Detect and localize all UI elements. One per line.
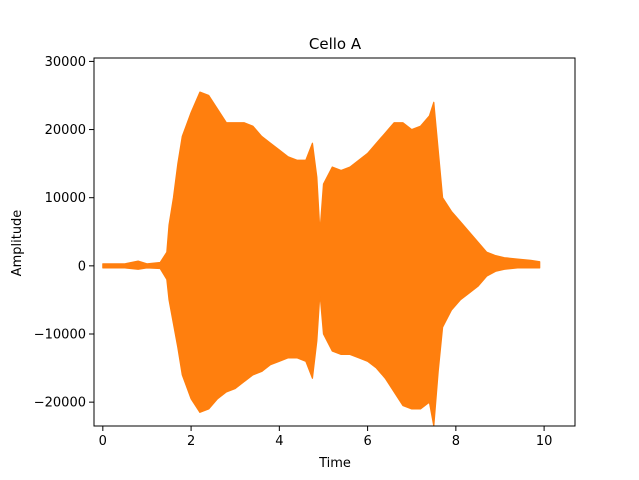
x-tick-label: 0 [99,434,107,449]
chart-title: Cello A [309,35,362,53]
x-tick-label: 8 [452,434,460,449]
y-tick-label: 10000 [45,191,86,206]
y-tick-label: 0 [78,259,86,274]
x-tick-label: 10 [536,434,553,449]
y-tick-label: −10000 [34,328,86,343]
y-tick-label: 30000 [45,55,86,70]
y-tick-label: 20000 [45,123,86,138]
y-tick-label: −20000 [34,396,86,411]
axes-frame [93,57,576,427]
waveform-series-0 [102,91,541,426]
x-tick-label: 4 [275,434,283,449]
x-axis-label: Time [318,456,351,471]
axes: 0 2 4 6 8 10 −20000 −10000 0 10000 20000 30000 [34,55,576,449]
plot-area [102,91,541,426]
x-tick-label: 2 [187,434,195,449]
x-tick-label: 6 [363,434,371,449]
y-axis-label: Amplitude [10,210,25,277]
